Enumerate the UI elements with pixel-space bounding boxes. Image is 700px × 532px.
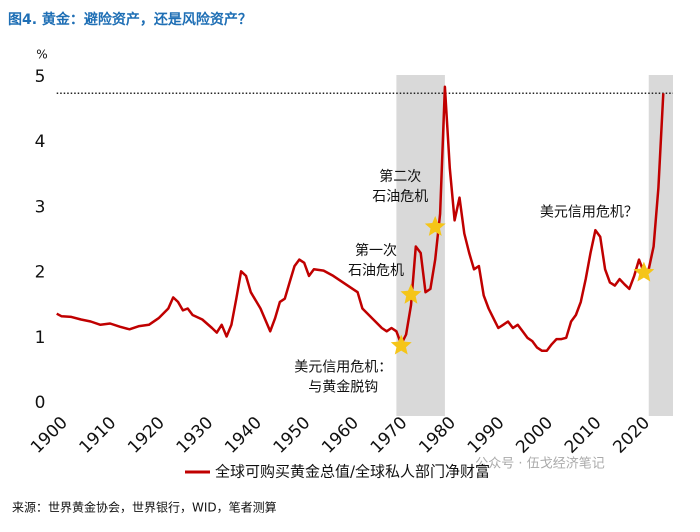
y-unit: % — [36, 48, 47, 62]
source: 来源：世界黄金协会，世界银行，WID，笔者测算 — [12, 500, 277, 515]
y-tick-label: 0 — [35, 393, 46, 413]
x-tick-label: 2010 — [561, 413, 606, 458]
x-tick-label: 1990 — [464, 413, 509, 458]
x-tick-label: 2020 — [609, 413, 654, 458]
annotation-text: 美元信用危机： — [294, 360, 392, 376]
x-tick-label: 2000 — [512, 413, 557, 458]
x-tick-label: 1910 — [76, 413, 121, 458]
y-tick-label: 5 — [35, 67, 46, 87]
y-tick-label: 3 — [35, 197, 46, 217]
x-tick-label: 1920 — [124, 413, 169, 458]
series-line — [56, 85, 665, 353]
chart-title: 图4. 黄金：避险资产，还是风险资产？ — [8, 11, 252, 28]
y-tick-label: 4 — [35, 132, 46, 152]
annotation-text: 第二次 — [379, 168, 421, 185]
annotation-text: 石油危机 — [372, 189, 428, 205]
x-tick-label: 1980 — [415, 413, 460, 458]
x-tick-label: 1960 — [318, 413, 363, 458]
x-tick-label: 1970 — [367, 413, 412, 458]
x-tick-label: 1930 — [173, 413, 218, 458]
annotation-text: 美元信用危机？ — [540, 205, 638, 221]
annotation-star — [424, 216, 446, 236]
x-tick-label: 1940 — [221, 413, 266, 458]
y-tick-label: 2 — [35, 263, 46, 283]
annotation-star — [390, 334, 412, 355]
watermark: 公众号 · 伍戈经济笔记 — [475, 456, 604, 472]
legend-label: 全球可购买黄金总值/全球私人部门净财富 — [215, 463, 490, 481]
annotation-star — [400, 283, 422, 304]
annotation-star — [633, 261, 655, 282]
x-tick-label: 1950 — [270, 413, 315, 458]
annotation-text: 第一次 — [355, 242, 397, 259]
annotation-text: 石油危机 — [348, 263, 404, 279]
annotation-text: 与黄金脱钩 — [308, 379, 378, 396]
y-tick-label: 1 — [35, 328, 46, 348]
x-tick-label: 1900 — [27, 413, 72, 458]
